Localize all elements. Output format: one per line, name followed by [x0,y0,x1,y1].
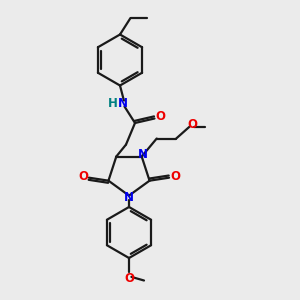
Text: N: N [124,190,134,204]
Text: O: O [187,118,197,130]
Text: N: N [138,148,148,160]
Text: O: O [155,110,165,124]
Text: O: O [170,170,180,183]
Text: H: H [108,97,118,110]
Text: N: N [117,97,128,110]
Text: O: O [124,272,134,285]
Text: O: O [78,170,88,183]
